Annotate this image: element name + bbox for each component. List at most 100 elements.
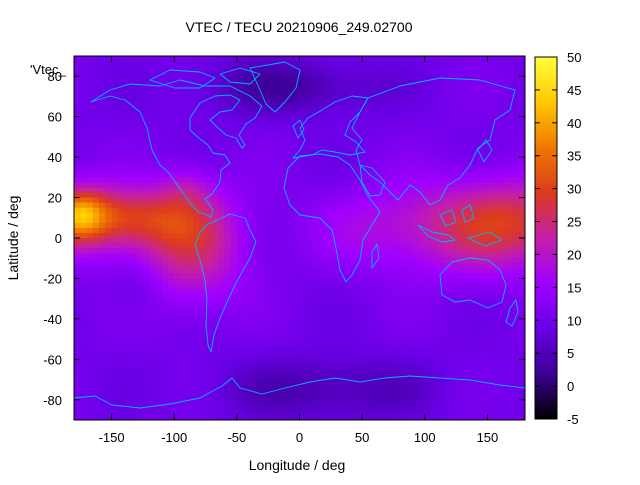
heatmap-cell [80, 61, 88, 67]
heatmap-cell [499, 318, 507, 325]
heatmap-cell [136, 162, 144, 168]
heatmap-cell [449, 157, 457, 163]
heatmap-cell [180, 243, 188, 249]
heatmap-cell [261, 71, 269, 77]
heatmap-cell [506, 339, 514, 345]
heatmap-cell [362, 81, 369, 87]
heatmap-cell [86, 379, 94, 386]
heatmap-cell [186, 329, 194, 335]
heatmap-cell [456, 141, 463, 148]
heatmap-cell [418, 263, 426, 269]
heatmap-cell [437, 202, 445, 209]
heatmap-cell [355, 288, 363, 295]
heatmap-cell [393, 329, 401, 335]
heatmap-cell [193, 167, 200, 173]
heatmap-cell [424, 238, 432, 244]
heatmap-cell [224, 283, 232, 290]
heatmap-cell [424, 157, 432, 163]
heatmap-cell [105, 162, 113, 168]
heatmap-cell [380, 101, 388, 108]
heatmap-cell [368, 369, 376, 376]
heatmap-cell [299, 268, 307, 274]
heatmap-cell [312, 308, 319, 315]
heatmap-cell [468, 399, 476, 406]
heatmap-cell [330, 389, 338, 396]
heatmap-cell [261, 76, 269, 82]
heatmap-cell [161, 192, 169, 199]
heatmap-cell [374, 344, 382, 350]
heatmap-cell [74, 288, 81, 295]
heatmap-cell [174, 268, 182, 274]
heatmap-cell [293, 354, 301, 360]
heatmap-cell [312, 384, 319, 391]
heatmap-cell [324, 303, 332, 310]
heatmap-cell [443, 56, 451, 62]
heatmap-cell [161, 273, 169, 280]
heatmap-cell [462, 303, 470, 310]
heatmap-cell [362, 288, 369, 295]
heatmap-cell [343, 313, 351, 320]
heatmap-cell [474, 399, 482, 406]
heatmap-cell [142, 152, 150, 158]
heatmap-cell [161, 364, 169, 371]
heatmap-cell [305, 263, 313, 269]
heatmap-cell [180, 197, 188, 204]
heatmap-cell [105, 349, 113, 355]
heatmap-cell [312, 141, 319, 148]
heatmap-cell [211, 293, 219, 300]
heatmap-cell [130, 86, 138, 92]
heatmap-cell [349, 253, 357, 259]
heatmap-cell [211, 288, 219, 295]
heatmap-cell [136, 258, 144, 264]
heatmap-cell [349, 334, 357, 340]
heatmap-cell [374, 238, 382, 244]
heatmap-cell [456, 116, 463, 123]
heatmap-cell [161, 253, 169, 259]
heatmap-cell [255, 313, 263, 320]
heatmap-cell [387, 152, 395, 158]
heatmap-cell [249, 131, 257, 138]
heatmap-cell [205, 106, 213, 113]
heatmap-cell [255, 318, 263, 325]
heatmap-cell [261, 141, 269, 148]
heatmap-cell [355, 116, 363, 123]
heatmap-cell [230, 177, 238, 183]
heatmap-cell [167, 86, 175, 92]
heatmap-cell [380, 71, 388, 77]
heatmap-cell [199, 71, 207, 77]
heatmap-cell [437, 323, 445, 330]
heatmap-cell [305, 308, 313, 315]
heatmap-cell [286, 147, 294, 153]
heatmap-cell [481, 202, 489, 209]
heatmap-cell [512, 177, 520, 183]
heatmap-cell [431, 263, 438, 269]
heatmap-cell [274, 248, 282, 254]
heatmap-cell [318, 278, 326, 285]
heatmap-cell [117, 61, 125, 67]
heatmap-cell [74, 344, 81, 350]
heatmap-cell [193, 212, 200, 219]
heatmap-cell [180, 399, 188, 406]
heatmap-cell [136, 394, 144, 401]
heatmap-cell [343, 111, 351, 118]
heatmap-cell [74, 111, 81, 118]
heatmap-cell [380, 389, 388, 396]
heatmap-cell [412, 283, 420, 290]
heatmap-cell [468, 374, 476, 381]
heatmap-cell [493, 273, 501, 280]
heatmap-cell [493, 339, 501, 345]
heatmap-cell [124, 354, 131, 360]
heatmap-cell [418, 339, 426, 345]
heatmap-cell [462, 106, 470, 113]
heatmap-cell [324, 167, 332, 173]
heatmap-cell [180, 222, 188, 229]
heatmap-cell [343, 389, 351, 396]
heatmap-cell [443, 192, 451, 199]
heatmap-cell [149, 238, 157, 244]
heatmap-cell [418, 157, 426, 163]
heatmap-cell [399, 66, 407, 72]
heatmap-cell [493, 116, 501, 123]
heatmap-cell [99, 147, 106, 153]
heatmap-cell [499, 394, 507, 401]
heatmap-cell [280, 364, 288, 371]
